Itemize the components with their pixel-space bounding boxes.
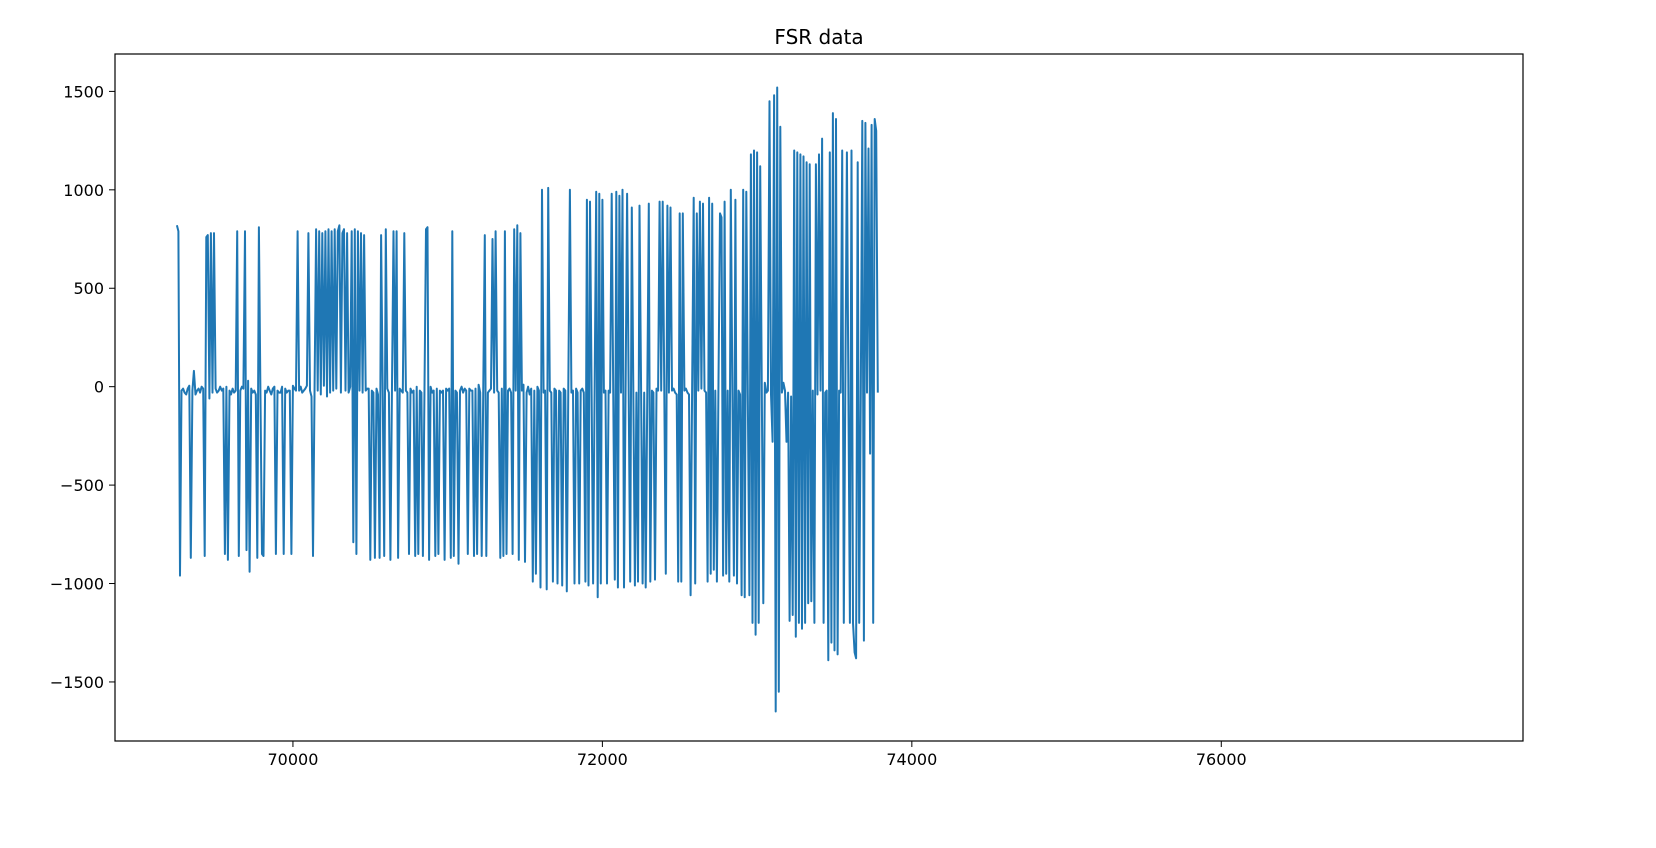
x-tick-label: 74000	[886, 750, 937, 769]
y-tick-label: −1000	[50, 575, 104, 594]
x-tick-label: 72000	[577, 750, 628, 769]
y-tick-label: 500	[73, 279, 104, 298]
y-tick-label: 0	[94, 378, 104, 397]
y-tick-label: −1500	[50, 673, 104, 692]
x-tick-label: 76000	[1196, 750, 1247, 769]
y-tick-label: 1000	[63, 181, 104, 200]
y-tick-label: −500	[60, 476, 104, 495]
y-tick-label: 1500	[63, 82, 104, 101]
x-tick-label: 70000	[267, 750, 318, 769]
chart-title: FSR data	[774, 25, 863, 49]
